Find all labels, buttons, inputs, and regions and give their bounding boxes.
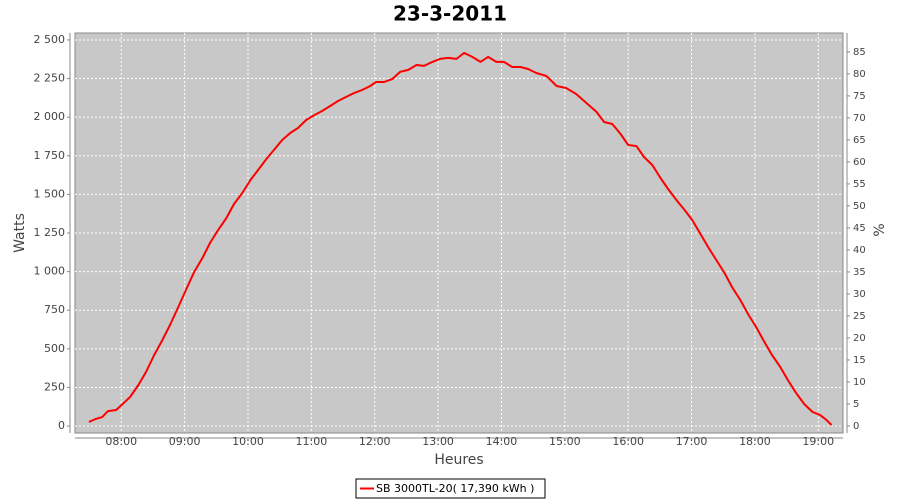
y2-tick-label: 60 — [853, 157, 866, 168]
x-tick-label: 12:00 — [359, 435, 391, 448]
x-tick-label: 08:00 — [105, 435, 137, 448]
x-tick-label: 16:00 — [612, 435, 644, 448]
x-axis-label: Heures — [434, 452, 483, 468]
y2-tick-label: 15 — [853, 355, 866, 366]
y-tick-label: 2 500 — [34, 33, 66, 46]
chart-title: 23-3-2011 — [393, 2, 507, 26]
y2-tick-label: 75 — [853, 91, 866, 102]
y2-tick-label: 65 — [853, 135, 866, 146]
y-tick-label: 1 750 — [34, 149, 66, 162]
y2-tick-label: 20 — [853, 333, 866, 344]
y-tick-label: 2 250 — [34, 72, 66, 85]
y-tick-label: 250 — [44, 380, 65, 393]
y2-tick-label: 80 — [853, 69, 866, 80]
y2-tick-label: 50 — [853, 201, 866, 212]
y2-tick-label: 5 — [853, 399, 859, 410]
x-tick-label: 18:00 — [739, 435, 771, 448]
y-tick-label: 2 000 — [34, 110, 66, 123]
y2-tick-label: 0 — [853, 421, 859, 432]
y2-axis-label: % — [872, 223, 888, 236]
legend-label: SB 3000TL-20( 17,390 kWh ) — [376, 482, 534, 495]
y-tick-label: 1 500 — [34, 187, 66, 200]
y2-tick-label: 70 — [853, 113, 866, 124]
y-tick-label: 1 000 — [34, 265, 66, 278]
y-axis-label: Watts — [12, 213, 28, 253]
y2-tick-label: 25 — [853, 311, 866, 322]
y2-tick-label: 35 — [853, 267, 866, 278]
y2-tick-label: 55 — [853, 179, 866, 190]
x-tick-label: 10:00 — [232, 435, 264, 448]
y-tick-label: 1 250 — [34, 226, 66, 239]
x-tick-label: 13:00 — [422, 435, 454, 448]
x-tick-label: 17:00 — [676, 435, 708, 448]
y2-tick-label: 45 — [853, 223, 866, 234]
y2-tick-label: 30 — [853, 289, 866, 300]
y2-tick-label: 10 — [853, 377, 866, 388]
series-line — [88, 51, 833, 426]
y2-tick-label: 40 — [853, 245, 866, 256]
legend — [355, 478, 546, 499]
x-tick-label: 09:00 — [169, 435, 201, 448]
x-tick-label: 11:00 — [296, 435, 328, 448]
x-tick-label: 19:00 — [802, 435, 834, 448]
y-tick-label: 0 — [58, 419, 65, 432]
x-tick-label: 15:00 — [549, 435, 581, 448]
y2-tick-label: 85 — [853, 47, 866, 58]
y-tick-label: 500 — [44, 342, 65, 355]
x-tick-label: 14:00 — [486, 435, 518, 448]
y-tick-label: 750 — [44, 303, 65, 316]
